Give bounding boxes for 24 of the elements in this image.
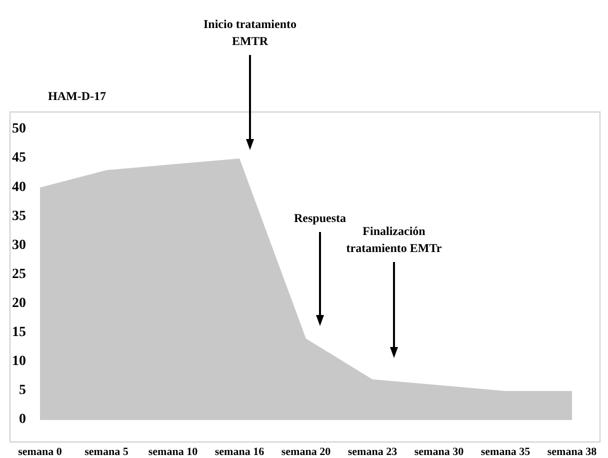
x-tick-label: semana 10 [148, 446, 198, 458]
annotation: Respuesta [294, 211, 346, 225]
y-tick-label: 30 [12, 238, 26, 253]
text: Inicio tratamiento EMTR [204, 17, 296, 48]
y-tick-label: 0 [19, 412, 26, 428]
y-axis-title: HAM-D-17 [48, 89, 106, 103]
x-tick-label: semana 20 [281, 446, 332, 458]
y-tick-label: 5 [19, 383, 26, 398]
y-tick-label: 10 [12, 354, 26, 370]
y-tick-label: 50 [12, 122, 26, 137]
x-tick-label: semana 23 [348, 446, 398, 458]
y-tick-label: 45 [12, 150, 26, 166]
x-tick-label: semana 5 [84, 446, 129, 458]
x-tick-label: semana 38 [547, 446, 598, 458]
y-tick-label: 40 [12, 180, 26, 195]
x-tick-label: semana 0 [18, 446, 62, 458]
y-tick-label: 20 [12, 296, 26, 311]
y-tick-label: 15 [12, 325, 26, 340]
x-tick-label: semana 35 [480, 446, 531, 458]
y-tick-label: 25 [12, 266, 26, 282]
annotation: Finalización tratamiento EMTr [346, 224, 442, 255]
y-tick-label: 35 [12, 208, 26, 224]
x-tick-label: semana 30 [414, 446, 464, 458]
x-tick-label: semana 16 [214, 446, 265, 458]
